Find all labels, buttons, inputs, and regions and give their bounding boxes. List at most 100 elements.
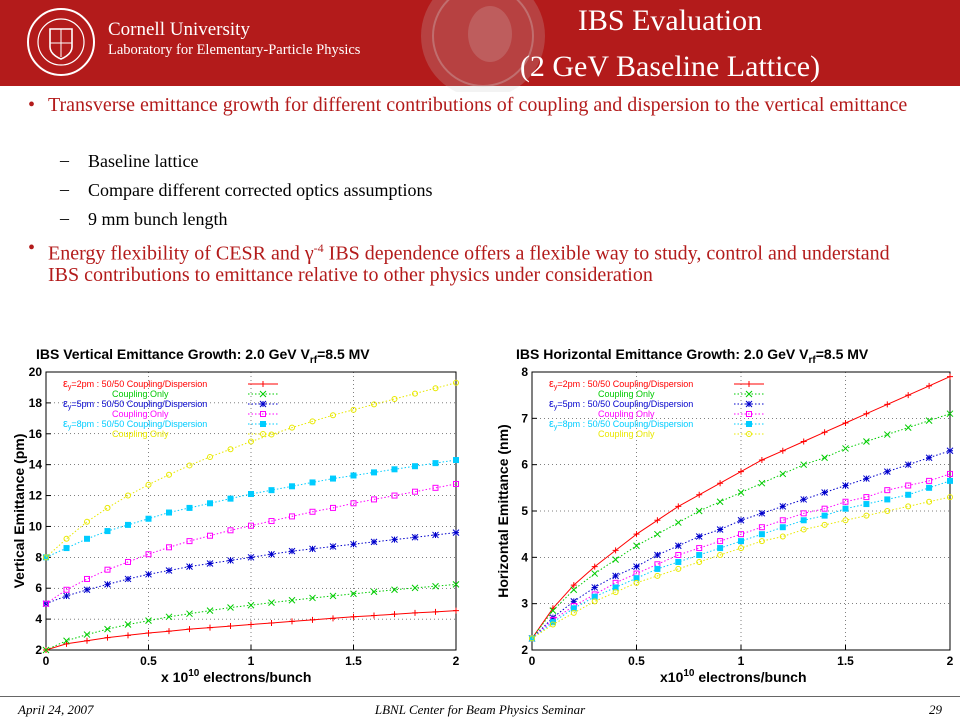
slide-title-line1: IBS Evaluation: [577, 4, 763, 37]
data-point: [612, 572, 619, 580]
data-point: [411, 533, 419, 541]
data-point: [674, 542, 682, 550]
data-point: [289, 483, 295, 490]
data-point: [696, 558, 703, 565]
legend-label-3: εy=5pm : 50/50 Coupling/Dispersion: [63, 398, 207, 411]
data-point: [432, 460, 439, 467]
data-point: [758, 457, 765, 464]
data-point: [905, 482, 912, 489]
data-point: [145, 570, 152, 578]
data-point: [309, 479, 316, 486]
data-point: [591, 563, 598, 570]
data-point: [186, 626, 193, 633]
data-point: [549, 607, 557, 614]
chart-2-xlabel-exp: 10: [683, 668, 695, 679]
data-point: [696, 491, 703, 498]
data-point: [84, 575, 90, 582]
data-point: [330, 475, 336, 482]
data-point: [904, 424, 912, 431]
data-point: [145, 551, 152, 558]
data-point: [779, 533, 786, 540]
data-point: [288, 596, 296, 604]
data-point: [227, 495, 234, 502]
data-point: [452, 529, 460, 536]
data-point: [863, 410, 870, 417]
y-tick-label: 14: [29, 458, 43, 472]
data-point: [370, 538, 378, 546]
data-point: [716, 498, 724, 506]
data-point: [758, 509, 766, 517]
data-point: [42, 646, 50, 654]
data-point: [125, 558, 131, 565]
data-point: [145, 617, 152, 625]
data-point: [453, 457, 459, 464]
data-point: [674, 519, 682, 526]
data-point: [800, 496, 808, 503]
legend-label-2: Coupling Only: [112, 389, 169, 399]
legend-marker: [746, 411, 752, 417]
data-point: [432, 531, 439, 539]
data-point: [612, 556, 619, 564]
data-point: [905, 392, 912, 399]
data-point: [63, 640, 70, 647]
data-point: [207, 500, 213, 507]
data-point: [717, 480, 724, 487]
y-tick-label: 18: [29, 396, 43, 410]
x-tick-label: 2: [453, 654, 460, 668]
data-point: [186, 538, 193, 545]
chart-1-xlabel: x 1010 electrons/bunch: [161, 668, 311, 685]
data-point: [717, 545, 724, 552]
data-point: [842, 505, 849, 512]
data-point: [905, 503, 912, 510]
data-point: [947, 494, 953, 501]
data-point: [946, 410, 954, 418]
data-point: [145, 515, 152, 522]
footer-date: April 24, 2007: [18, 702, 94, 717]
data-point: [125, 521, 131, 528]
data-point: [412, 488, 418, 495]
y-tick-label: 12: [29, 489, 43, 503]
data-point: [207, 532, 213, 539]
chart-1-legend: εy=2pm : 50/50 Coupling/DispersionCoupli…: [63, 378, 278, 439]
sub-bullet-marker: –: [60, 208, 69, 228]
data-point: [329, 592, 337, 600]
gamma-exponent: -4: [313, 241, 324, 255]
footer-page-number: 29: [929, 702, 942, 717]
x-tick-label: 0: [529, 654, 536, 668]
data-point: [842, 419, 849, 426]
legend-marker: [746, 431, 752, 437]
data-point: [412, 463, 418, 470]
series-line-4: [45, 483, 457, 605]
legend-marker: [260, 431, 266, 437]
footer-divider: [0, 696, 960, 697]
chart-2-title: IBS Horizontal Emittance Growth: 2.0 GeV…: [516, 346, 869, 366]
legend-marker: [746, 381, 752, 387]
data-point: [947, 477, 953, 484]
data-point: [591, 584, 599, 591]
gamma-symbol: γ: [304, 242, 314, 265]
data-point: [104, 625, 111, 633]
data-point: [570, 582, 577, 589]
data-point: [549, 621, 556, 628]
data-point: [779, 470, 787, 478]
y-tick-label: 6: [35, 581, 42, 595]
data-point: [432, 608, 439, 615]
data-point: [227, 527, 234, 534]
data-point: [289, 424, 295, 431]
vertical-emittance-chart: IBS Vertical Emittance Growth: 2.0 GeV V…: [11, 346, 460, 685]
data-point: [947, 373, 953, 380]
data-point: [716, 526, 724, 533]
x-tick-label: 1: [738, 654, 745, 668]
data-point: [227, 623, 234, 630]
data-point: [166, 628, 172, 635]
x-tick-label: 1.5: [345, 654, 362, 668]
bullet-2-text-a: Energy flexibility of CESR and: [48, 242, 305, 265]
data-point: [453, 379, 459, 386]
data-point: [412, 390, 418, 397]
legend-marker: [259, 400, 267, 408]
data-point: [63, 592, 70, 600]
chart-2-grid: [531, 371, 951, 651]
data-point: [43, 600, 49, 607]
legend-label-3: εy=5pm : 50/50 Coupling/Dispersion: [549, 398, 693, 411]
data-point: [248, 438, 254, 445]
